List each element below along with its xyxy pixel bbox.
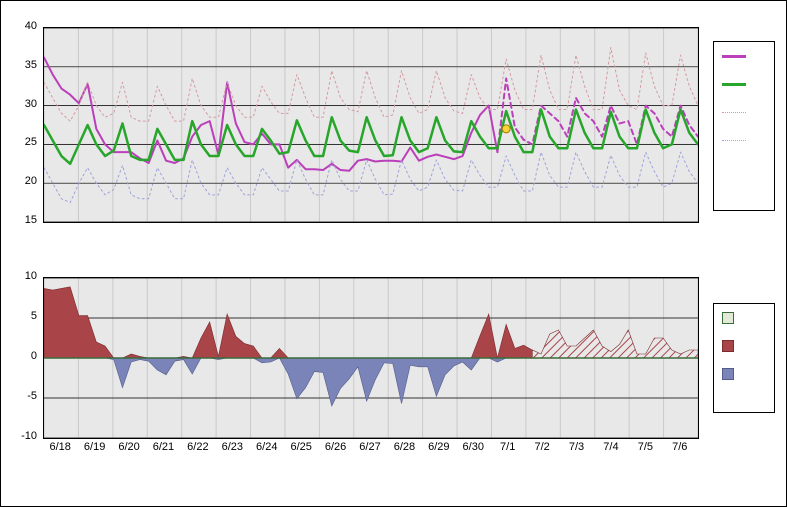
axis-tick-label: 6/21 <box>153 441 174 453</box>
axis-tick-label: 6/27 <box>359 441 380 453</box>
legend-swatch <box>722 55 746 58</box>
axis-tick-label: 7/4 <box>603 441 618 453</box>
axis-tick-label: 6/23 <box>222 441 243 453</box>
axis-tick-label: 25 <box>7 136 37 148</box>
axis-tick-label: 6/28 <box>394 441 415 453</box>
legend-swatch <box>722 368 734 380</box>
axis-tick-label: 7/5 <box>638 441 653 453</box>
legend-item <box>714 70 774 98</box>
legend-swatch <box>722 83 746 86</box>
legend-item <box>714 126 774 154</box>
chart-frame: 15 20 25 30 35 40 -10 -5 0 5 10 6/18 6/19 6/20 6/21 6/2… <box>0 0 787 507</box>
axis-tick-label: 35 <box>7 59 37 71</box>
axis-tick-label: 0 <box>7 350 37 362</box>
axis-tick-label: 6/20 <box>118 441 139 453</box>
axis-tick-label: 30 <box>7 98 37 110</box>
axis-tick-label: 5 <box>7 310 37 322</box>
axis-tick-label: 6/25 <box>290 441 311 453</box>
axis-tick-label: 6/26 <box>325 441 346 453</box>
axis-tick-label: 6/19 <box>84 441 105 453</box>
axis-tick-label: 20 <box>7 175 37 187</box>
legend-swatch <box>722 140 746 141</box>
bottom-legend <box>713 303 775 413</box>
axis-tick-label: -10 <box>7 430 37 442</box>
axis-tick-label: 6/24 <box>256 441 277 453</box>
axis-tick-label: 6/30 <box>463 441 484 453</box>
legend-swatch <box>722 312 734 324</box>
axis-tick-label: 7/1 <box>500 441 515 453</box>
axis-tick-label: 15 <box>7 214 37 226</box>
axis-tick-label: 7/2 <box>534 441 549 453</box>
axis-tick-label: 10 <box>7 270 37 282</box>
top-legend <box>713 41 775 211</box>
bottom-area-chart <box>43 277 699 439</box>
top-line-chart <box>43 27 699 223</box>
legend-item <box>714 42 774 70</box>
legend-item <box>714 98 774 126</box>
legend-swatch <box>722 340 734 352</box>
bottom-chart-svg <box>44 278 698 438</box>
axis-tick-label: 7/6 <box>672 441 687 453</box>
legend-item <box>714 304 774 332</box>
axis-tick-label: 6/22 <box>187 441 208 453</box>
axis-tick-label: 7/3 <box>569 441 584 453</box>
legend-item <box>714 332 774 360</box>
axis-tick-label: 40 <box>7 20 37 32</box>
top-chart-svg <box>44 28 698 222</box>
axis-tick-label: 6/29 <box>428 441 449 453</box>
axis-tick-label: 6/18 <box>49 441 70 453</box>
axis-tick-label: -5 <box>7 390 37 402</box>
legend-item <box>714 360 774 388</box>
legend-swatch <box>722 112 746 113</box>
